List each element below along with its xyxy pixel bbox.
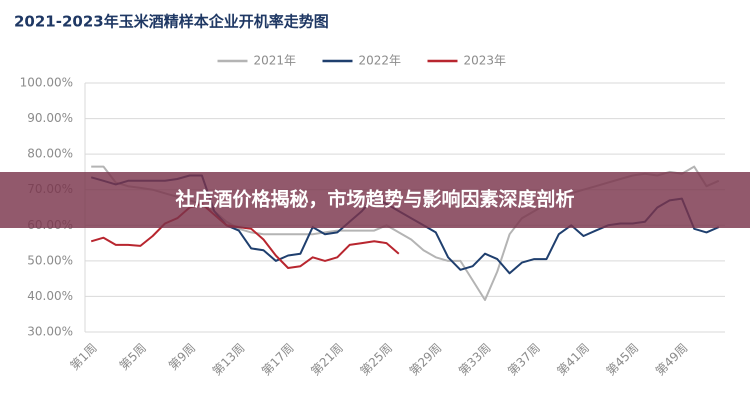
banner xyxy=(0,172,750,228)
chart-title: 2021-2023年玉米酒精样本企业开机率走势图 xyxy=(14,13,329,31)
x-tick-label: 第49周 xyxy=(653,341,691,379)
y-tick-label: 40.00% xyxy=(27,289,73,303)
x-tick-label: 第9周 xyxy=(166,341,198,373)
y-tick-label: 50.00% xyxy=(27,253,73,267)
x-tick-label: 第29周 xyxy=(407,341,445,379)
legend-label: 2021年 xyxy=(254,54,297,68)
x-tick-label: 第17周 xyxy=(259,341,297,379)
banner-text: 社店酒价格揭秘，市场趋势与影响因素深度剖析 xyxy=(174,188,574,211)
y-tick-label: 90.00% xyxy=(27,111,73,125)
y-tick-label: 80.00% xyxy=(27,147,73,161)
x-tick-label: 第25周 xyxy=(357,341,395,379)
y-tick-label: 100.00% xyxy=(20,76,73,90)
legend-label: 2022年 xyxy=(359,54,402,68)
x-tick-label: 第45周 xyxy=(604,341,642,379)
x-tick-label: 第37周 xyxy=(505,341,543,379)
y-tick-label: 30.00% xyxy=(27,325,73,339)
x-tick-label: 第41周 xyxy=(554,341,592,379)
x-tick-label: 第13周 xyxy=(210,341,248,379)
legend-label: 2023年 xyxy=(464,54,507,68)
x-tick-label: 第33周 xyxy=(456,341,494,379)
x-tick-label: 第1周 xyxy=(67,341,99,373)
x-tick-label: 第5周 xyxy=(117,341,149,373)
x-tick-label: 第21周 xyxy=(308,341,346,379)
